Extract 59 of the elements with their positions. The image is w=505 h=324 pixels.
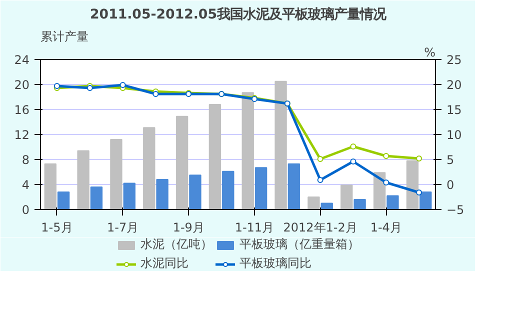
x-tick-label: 1-5月 bbox=[41, 220, 73, 234]
y-tick-label: 0 bbox=[22, 203, 30, 217]
point bbox=[350, 144, 356, 150]
bar bbox=[110, 139, 122, 210]
point bbox=[120, 82, 126, 88]
x-tick-label: 1-11月 bbox=[234, 220, 274, 234]
bar bbox=[340, 184, 353, 210]
bar bbox=[208, 104, 222, 210]
bar bbox=[288, 163, 300, 210]
bar bbox=[308, 196, 320, 210]
point bbox=[416, 156, 422, 162]
y2-tick-label: 0 bbox=[446, 178, 454, 192]
point bbox=[317, 177, 324, 183]
bar bbox=[354, 199, 366, 210]
y2-tick-label: 15 bbox=[446, 103, 462, 117]
y2-tick-label: −5 bbox=[446, 203, 464, 217]
bar bbox=[77, 150, 90, 210]
point bbox=[152, 91, 159, 97]
bar bbox=[57, 192, 70, 210]
y-tick-label: 4 bbox=[22, 178, 30, 192]
x-tick-label: 1-7月 bbox=[106, 220, 139, 234]
legend-label: 水泥同比 bbox=[140, 255, 188, 272]
bar bbox=[406, 160, 419, 210]
x-tick-label: 1-9月 bbox=[172, 220, 204, 234]
bar bbox=[156, 179, 168, 210]
bar bbox=[222, 170, 234, 210]
point bbox=[416, 190, 422, 196]
bar bbox=[143, 127, 156, 210]
y-axis-title: 累计产量 bbox=[40, 30, 88, 44]
point bbox=[350, 158, 356, 164]
bar bbox=[123, 182, 136, 210]
bar bbox=[90, 186, 103, 210]
y-tick-label: 12 bbox=[14, 128, 30, 142]
legend-label: 水泥（亿吨） bbox=[140, 236, 212, 253]
y2-tick-label: 10 bbox=[446, 128, 462, 142]
y-tick-label: 24 bbox=[14, 53, 30, 67]
chart-title: 2011.05-2012.05我国水泥及平板玻璃产量情况 bbox=[90, 6, 387, 22]
bar bbox=[176, 116, 188, 210]
point bbox=[317, 156, 324, 162]
y2-tick-label: 20 bbox=[446, 78, 462, 92]
bar bbox=[189, 174, 202, 210]
y-tick-label: 20 bbox=[14, 78, 30, 92]
x-tick-label: 1-4月 bbox=[370, 220, 402, 234]
y2-tick-label: 5 bbox=[446, 153, 454, 167]
bar bbox=[386, 195, 399, 210]
point bbox=[383, 153, 390, 159]
y-tick-label: 16 bbox=[14, 103, 30, 117]
bar bbox=[254, 167, 268, 210]
legend-label: 平板玻璃（亿重量箱） bbox=[240, 236, 360, 253]
legend-label: 平板玻璃同比 bbox=[240, 255, 312, 272]
bar bbox=[242, 92, 254, 210]
bar bbox=[44, 163, 56, 210]
bar bbox=[420, 192, 432, 210]
x-tick-label: 2012年1-2月 bbox=[283, 220, 358, 234]
point bbox=[383, 180, 390, 186]
y2-axis-title: % bbox=[424, 46, 436, 60]
y-tick-label: 8 bbox=[22, 153, 30, 167]
bar bbox=[274, 80, 287, 210]
y2-tick-label: 25 bbox=[446, 53, 462, 67]
